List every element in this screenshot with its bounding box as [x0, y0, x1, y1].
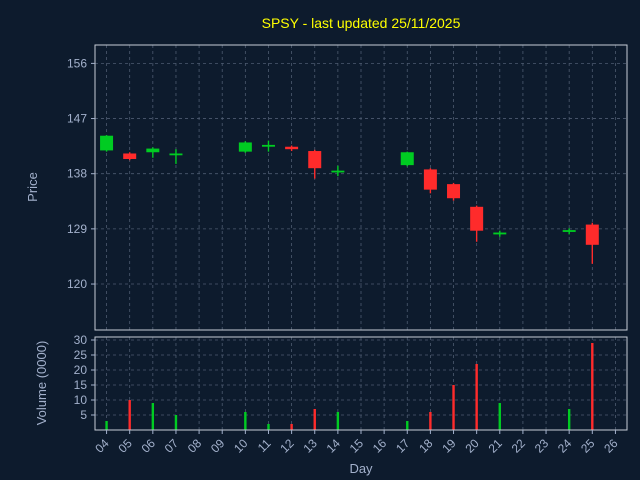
day-axis-label: Day: [349, 461, 373, 476]
day-tick-label: 05: [115, 436, 135, 456]
day-tick-label: 04: [92, 436, 112, 456]
candle-body: [238, 142, 252, 152]
day-tick-label: 14: [324, 436, 344, 456]
panel-border: [94, 44, 628, 331]
candle-body: [169, 153, 183, 156]
candle-body: [261, 144, 275, 147]
candle-body: [585, 224, 599, 245]
volume-tick-label: 10: [74, 393, 88, 407]
price-axis-label: Price: [25, 172, 40, 202]
candle-body: [400, 152, 414, 166]
candle-body: [285, 146, 299, 150]
day-tick-label: 12: [277, 436, 297, 456]
candle-body: [493, 232, 507, 235]
day-tick-label: 15: [347, 436, 367, 456]
day-tick-label: 20: [462, 436, 482, 456]
candle-body: [447, 184, 461, 199]
volume-tick-label: 20: [74, 363, 88, 377]
candle-body: [562, 230, 576, 232]
day-tick-label: 23: [532, 436, 552, 456]
volume-tick-label: 30: [74, 333, 88, 347]
price-tick-label: 156: [67, 56, 87, 70]
candle-body: [123, 153, 137, 159]
price-tick-label: 120: [67, 277, 87, 291]
day-tick-label: 07: [162, 436, 182, 456]
candle-body: [308, 151, 322, 169]
price-tick-label: 138: [67, 167, 87, 181]
candle-body: [423, 169, 437, 190]
price-tick-label: 147: [67, 112, 87, 126]
day-tick-label: 22: [509, 436, 529, 456]
day-tick-label: 18: [416, 436, 436, 456]
candle-body: [146, 148, 160, 153]
day-tick-label: 21: [486, 436, 506, 456]
day-tick-label: 17: [393, 436, 413, 456]
panel-background: [95, 45, 627, 330]
volume-tick-label: 5: [80, 408, 87, 422]
day-tick-label: 16: [370, 436, 390, 456]
candle-body: [470, 206, 484, 231]
price-tick-label: 129: [67, 222, 87, 236]
day-tick-label: 19: [439, 436, 459, 456]
day-tick-label: 13: [301, 436, 321, 456]
day-tick-label: 11: [255, 436, 274, 455]
volume-tick-label: 15: [74, 378, 88, 392]
volume-axis-label: Volume (0000): [34, 341, 49, 426]
day-tick-label: 24: [555, 436, 575, 456]
chart-title: SPSY - last updated 25/11/2025: [262, 15, 461, 31]
candle-body: [100, 135, 114, 151]
day-tick-label: 08: [185, 436, 205, 456]
volume-tick-label: 25: [74, 348, 88, 362]
day-tick-label: 10: [231, 436, 251, 456]
candle-body: [331, 170, 345, 173]
day-tick-label: 26: [601, 436, 621, 456]
day-tick-label: 25: [578, 436, 598, 456]
day-tick-label: 06: [139, 436, 159, 456]
day-tick-label: 09: [208, 436, 228, 456]
panel-background: [95, 337, 627, 430]
